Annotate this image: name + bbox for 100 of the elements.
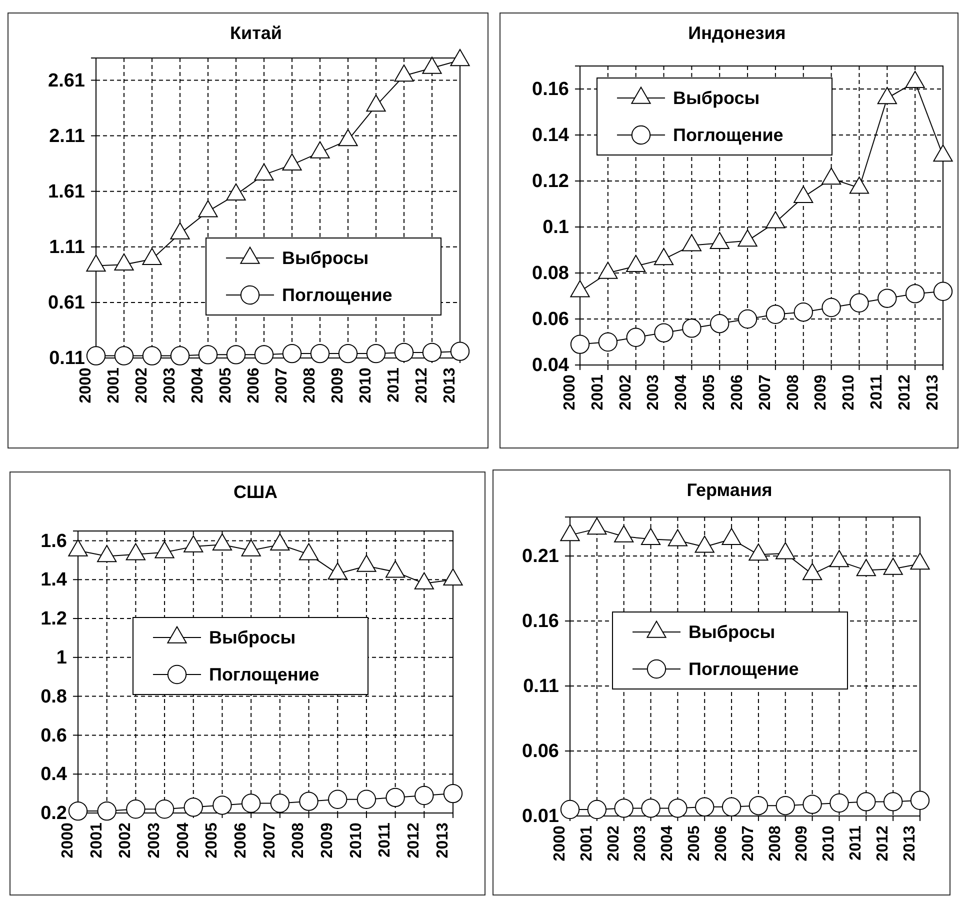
point: [114, 346, 134, 366]
point: [299, 792, 318, 811]
y-tick-label: 0.21: [522, 546, 560, 568]
point: [722, 797, 742, 816]
x-tick-label: 2009: [812, 374, 830, 410]
x-tick-label: 2006: [232, 822, 250, 858]
point: [829, 550, 850, 568]
point: [830, 793, 849, 813]
y-tick-label: 0.04: [532, 355, 570, 376]
x-tick-label: 2011: [848, 826, 865, 860]
point: [668, 798, 688, 818]
point: [422, 342, 442, 362]
y-tick-label: 0.14: [532, 125, 570, 146]
x-tick-label: 2004: [659, 826, 676, 862]
x-tick-label: 2007: [756, 374, 774, 410]
x-tick-label: 2003: [161, 368, 178, 404]
y-tick-label: 1.4: [40, 570, 68, 591]
x-tick-label: 2009: [319, 822, 336, 858]
legend-label: Выбросы: [688, 622, 776, 642]
point: [450, 48, 470, 66]
point: [226, 183, 246, 201]
point: [386, 560, 406, 578]
point: [270, 533, 290, 550]
point: [587, 517, 607, 535]
point: [126, 800, 146, 819]
x-tick-label: 2007: [740, 826, 757, 862]
y-tick-label: 0.16: [522, 611, 559, 632]
x-tick-label: 2000: [77, 368, 94, 404]
legend-label: Поглощение: [688, 659, 799, 679]
point: [254, 345, 274, 364]
point: [282, 153, 302, 171]
chart-title: Германия: [686, 480, 772, 500]
x-tick-label: 2004: [174, 822, 192, 858]
y-tick-label: 0.12: [532, 171, 569, 192]
x-tick-label: 2003: [645, 374, 662, 410]
x-tick-label: 2007: [261, 822, 278, 858]
y-tick-label: 0.06: [532, 309, 569, 330]
y-tick-label: 1.6: [40, 530, 67, 552]
point: [386, 788, 405, 808]
point: [226, 345, 246, 364]
y-tick-label: 0.16: [532, 79, 569, 100]
x-tick-label: 2012: [406, 822, 423, 858]
point: [443, 568, 463, 586]
point: [414, 786, 434, 806]
point: [198, 345, 218, 364]
y-tick-label: 2.11: [49, 126, 86, 147]
point: [270, 794, 290, 813]
y-tick-label: 0.1: [542, 217, 570, 238]
point: [722, 528, 742, 545]
point: [856, 792, 876, 812]
point: [126, 543, 146, 560]
point: [86, 346, 106, 366]
x-tick-label: 2007: [273, 368, 290, 404]
x-tick-label: 2001: [105, 368, 122, 404]
y-tick-label: 1.11: [49, 236, 86, 258]
point: [241, 794, 261, 813]
point: [694, 536, 714, 553]
point: [450, 342, 470, 361]
point: [254, 163, 274, 181]
point: [68, 539, 88, 556]
x-tick-label: 2011: [868, 374, 886, 410]
point: [910, 552, 930, 570]
x-tick-label: 2009: [329, 368, 346, 404]
point: [883, 558, 903, 575]
point: [212, 533, 232, 550]
y-tick-label: 0.11: [523, 676, 560, 698]
point: [587, 800, 607, 820]
point: [366, 344, 386, 364]
point: [328, 562, 348, 580]
point: [640, 528, 661, 545]
point: [856, 559, 876, 576]
x-tick-label: 2013: [901, 826, 918, 862]
point: [212, 796, 232, 815]
point: [338, 344, 358, 364]
y-tick-label: 1: [56, 647, 68, 668]
x-tick-label: 2008: [301, 368, 318, 404]
point: [748, 543, 768, 561]
point: [68, 801, 88, 821]
point: [776, 796, 795, 816]
point: [641, 798, 660, 818]
x-tick-label: 2010: [840, 374, 858, 410]
x-tick-label: 2008: [766, 826, 784, 862]
x-tick-label: 2005: [204, 822, 221, 858]
chart-title: США: [233, 482, 278, 502]
x-tick-label: 2010: [348, 822, 365, 858]
x-tick-label: 2002: [605, 826, 622, 862]
point: [198, 200, 218, 218]
y-tick-label: 2.61: [48, 70, 86, 92]
x-tick-label: 2010: [357, 368, 374, 404]
x-tick-label: 2009: [794, 826, 811, 862]
x-tick-label: 2000: [561, 374, 578, 410]
x-tick-label: 2013: [441, 368, 458, 404]
point: [154, 800, 174, 819]
point: [422, 56, 442, 74]
point: [910, 790, 930, 810]
chart-title: Китай: [230, 23, 282, 43]
legend-label: Поглощение: [673, 125, 784, 145]
point: [394, 342, 414, 362]
point: [298, 543, 319, 560]
x-tick-label: 2001: [88, 822, 106, 858]
